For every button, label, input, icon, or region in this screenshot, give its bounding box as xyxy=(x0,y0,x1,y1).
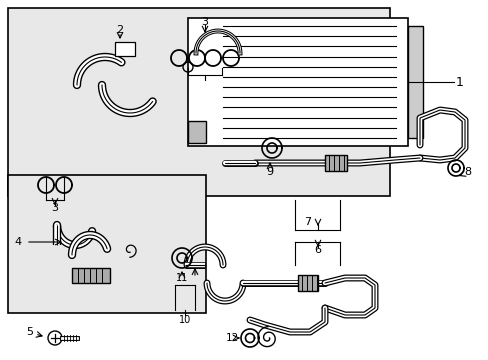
Text: 11: 11 xyxy=(176,273,188,283)
Text: 12: 12 xyxy=(225,333,238,343)
Bar xyxy=(8,8,389,196)
Bar xyxy=(187,18,407,146)
Text: 3: 3 xyxy=(51,203,59,213)
Text: 7: 7 xyxy=(304,217,311,227)
Text: 4: 4 xyxy=(15,237,21,247)
Bar xyxy=(297,275,317,291)
Text: 9: 9 xyxy=(266,167,273,177)
Bar xyxy=(325,155,346,171)
Text: 2: 2 xyxy=(116,25,123,35)
Bar xyxy=(407,26,422,138)
Text: 5: 5 xyxy=(26,327,34,337)
Text: 3: 3 xyxy=(201,17,208,27)
Text: 1: 1 xyxy=(455,76,463,89)
Text: 6: 6 xyxy=(314,245,321,255)
Bar xyxy=(187,121,205,143)
Bar xyxy=(72,268,110,283)
Text: 10: 10 xyxy=(179,315,191,325)
Text: 8: 8 xyxy=(464,167,470,177)
Bar xyxy=(8,175,205,313)
Bar xyxy=(115,42,135,56)
